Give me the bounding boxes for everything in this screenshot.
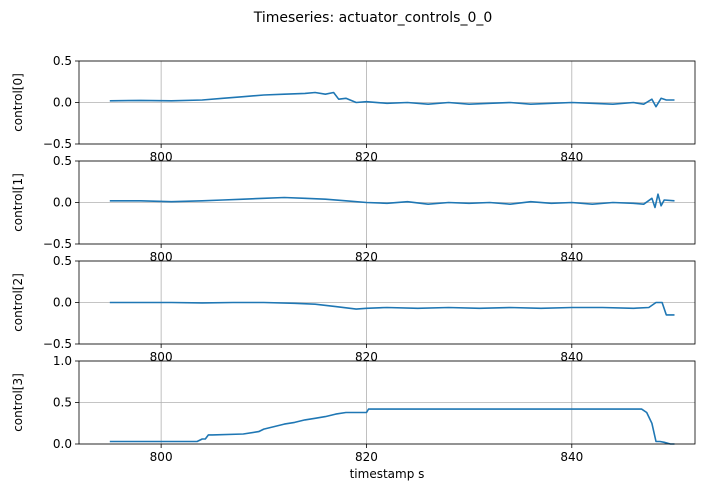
subplot-2: 800 820 840 −0.5 0.0 0.5 control[2] [11,254,696,364]
y-tick-label: 0.5 [53,254,72,268]
subplot-0: 800 820 840 −0.5 0.0 0.5 control[0] [11,54,696,164]
y-axis-label: control[3] [11,373,25,432]
series-line-0 [109,91,675,108]
x-tick-label: 840 [560,450,583,464]
y-tick-label: −0.5 [43,137,72,151]
y-tick-label: 1.0 [53,354,72,368]
x-tick-label: 820 [355,350,378,364]
y-tick-label: 0.0 [53,296,72,310]
series-line-0 [109,193,675,209]
y-tick-label: 0.0 [53,437,72,451]
y-axis-label: control[1] [11,173,25,232]
subplots: 800 820 840 −0.5 0.0 0.5 control[0] 800 820 840 −0… [11,54,696,481]
x-axis-label: timestamp s [350,467,425,481]
x-tick-label: 840 [560,250,583,264]
series-line-0 [109,408,675,445]
x-tick-label: 820 [355,150,378,164]
y-tick-label: 0.5 [53,54,72,68]
x-tick-label: 840 [560,350,583,364]
y-axis-label: control[2] [11,273,25,332]
x-tick-label: 800 [150,450,173,464]
x-tick-label: 800 [150,150,173,164]
figure-title: Timeseries: actuator_controls_0_0 [253,10,493,26]
series-line-0 [109,301,675,316]
y-tick-label: −0.5 [43,337,72,351]
y-tick-label: 0.0 [53,196,72,210]
subplot-1: 800 820 840 −0.5 0.0 0.5 control[1] [11,154,696,264]
x-tick-label: 820 [355,250,378,264]
y-tick-label: −0.5 [43,237,72,251]
y-tick-label: 0.5 [53,154,72,168]
y-tick-label: 0.0 [53,96,72,110]
y-tick-label: 0.5 [53,396,72,410]
x-tick-label: 800 [150,350,173,364]
x-tick-label: 800 [150,250,173,264]
y-axis-label: control[0] [11,73,25,132]
x-tick-label: 820 [355,450,378,464]
subplot-3: 800 820 840 0.0 0.5 1.0 control[3] timestamp s [11,354,696,481]
x-tick-label: 840 [560,150,583,164]
